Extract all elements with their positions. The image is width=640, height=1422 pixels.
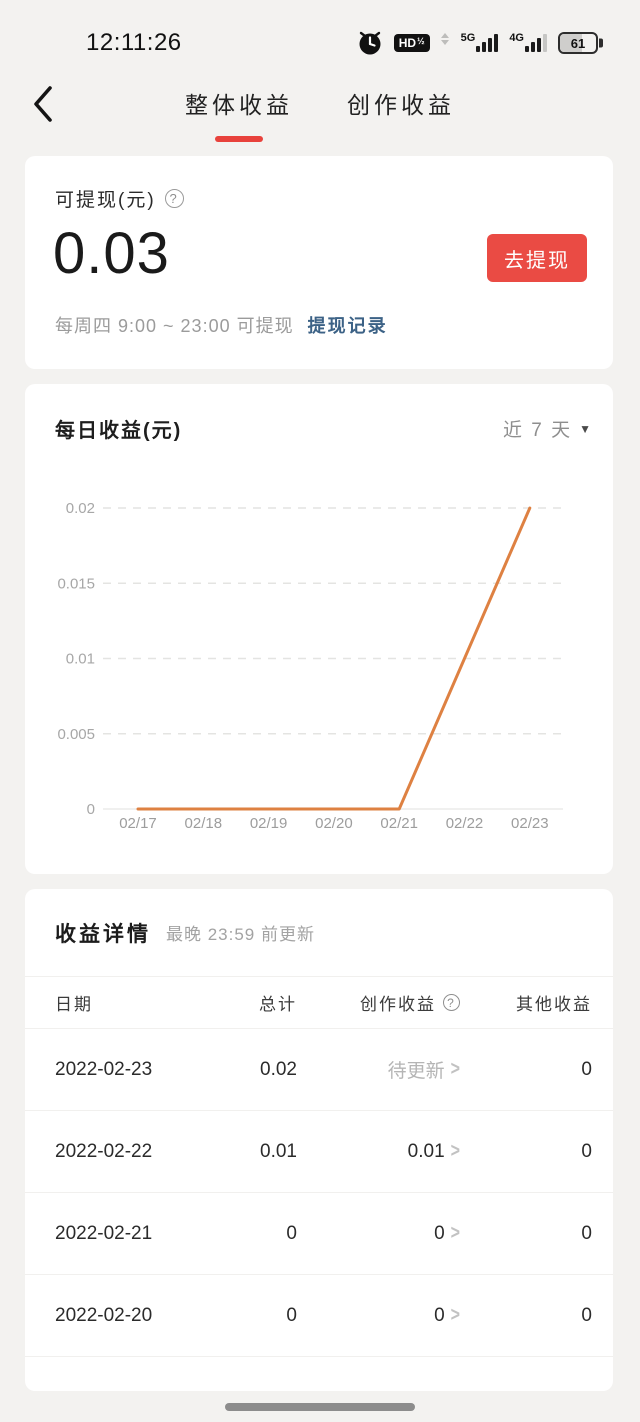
chart-xtick-label: 02/23 [511, 815, 549, 832]
back-button[interactable] [26, 82, 60, 126]
cell-creation-link[interactable]: 0 > [434, 1304, 460, 1326]
withdrawable-label-row: 可提现(元) ? [55, 185, 184, 212]
cell-total: 0 [286, 1304, 297, 1326]
chart-xtick-label: 02/18 [185, 815, 223, 832]
back-chevron-icon [34, 86, 52, 122]
active-tab-underline [215, 136, 263, 142]
table-row[interactable]: 2022-02-20 0 0 > 0 [25, 1275, 613, 1357]
chart-ytick-label: 0.015 [57, 575, 95, 592]
chart-ytick-label: 0.02 [66, 500, 95, 517]
chart-xtick-label: 02/17 [119, 815, 157, 832]
signal-4g-icon: 4G [509, 32, 547, 52]
col-header-total: 总计 [259, 995, 297, 1014]
cell-date: 2022-02-20 [55, 1304, 153, 1326]
cell-other: 0 [581, 1222, 592, 1244]
date-range-dropdown[interactable]: 近 7 天 ▼ [502, 420, 593, 441]
col-header-other: 其他收益 [516, 995, 592, 1014]
withdrawable-card: 可提现(元) ? 0.03 去提现 每周四 9:00 ~ 23:00 可提现 提… [25, 156, 613, 369]
clock-time: 12:11:26 [86, 29, 182, 56]
tab-overall-earnings[interactable]: 整体收益 [185, 72, 293, 142]
withdraw-note-row: 每周四 9:00 ~ 23:00 可提现 提现记录 [55, 312, 388, 338]
table-row[interactable]: 2022-02-21 0 0 > 0 [25, 1193, 613, 1275]
table-row[interactable]: 2022-02-23 0.02 待更新 > 0 [25, 1029, 613, 1111]
tab-bar: 整体收益 创作收益 [0, 72, 640, 142]
chart-title: 每日收益(元) [55, 420, 183, 442]
cell-date: 2022-02-23 [55, 1058, 153, 1080]
col-header-creation: 创作收益 ? [297, 990, 460, 1015]
withdrawable-amount: 0.03 [53, 221, 170, 286]
details-update-note: 最晚 23:59 前更新 [166, 925, 315, 944]
chart-xtick-label: 02/22 [446, 815, 484, 832]
chart-xtick-label: 02/19 [250, 815, 288, 832]
cell-creation-link[interactable]: 0 > [434, 1222, 460, 1244]
daily-earnings-card: 0 0.005 0.01 0.015 0.02 02/17 02/18 02/19 02/20 0… [25, 384, 613, 874]
signal-5g-icon: 5G [461, 32, 499, 52]
cell-creation-link[interactable]: 0.01 > [407, 1140, 460, 1162]
cell-date: 2022-02-22 [55, 1140, 153, 1162]
cell-date: 2022-02-21 [55, 1222, 153, 1244]
page-header: 整体收益 创作收益 [0, 72, 640, 146]
home-indicator[interactable] [225, 1403, 415, 1411]
chart-ytick-label: 0.005 [57, 726, 95, 743]
withdraw-button[interactable]: 去提现 [487, 234, 587, 282]
table-row[interactable]: 2022-02-22 0.01 0.01 > 0 [25, 1111, 613, 1193]
battery-percent: 61 [570, 35, 586, 51]
table-header-row: 日期 总计 创作收益 ? 其他收益 [25, 976, 613, 1029]
tab-creation-earnings[interactable]: 创作收益 [347, 92, 455, 118]
chevron-right-icon: > [450, 1304, 460, 1326]
daily-earnings-line-chart: 0 0.005 0.01 0.015 0.02 02/17 02/18 02/19 02/20 0… [57, 500, 563, 832]
chart-xtick-label: 02/21 [380, 815, 418, 832]
chart-ytick-label: 0.01 [66, 651, 95, 668]
chart-series-line [136, 506, 532, 811]
chevron-down-icon: ▼ [579, 421, 593, 436]
chevron-right-icon: > [450, 1222, 460, 1244]
hd-voice-icon: HD ½ [393, 34, 430, 52]
cell-creation-link[interactable]: 待更新 > [387, 1058, 460, 1082]
data-arrows-icon [440, 33, 449, 45]
cell-other: 0 [581, 1140, 592, 1162]
earnings-details-card: 收益详情 最晚 23:59 前更新 日期 总计 创作收益 ? 其他收益 2022… [25, 889, 613, 1391]
chart-header: 每日收益(元) 近 7 天 ▼ [55, 414, 593, 443]
cell-other: 0 [581, 1058, 592, 1080]
details-title: 收益详情 [55, 922, 151, 946]
help-icon[interactable]: ? [443, 994, 460, 1011]
cell-total: 0 [286, 1222, 297, 1244]
help-icon[interactable]: ? [164, 189, 184, 208]
battery-icon: 61 [558, 32, 603, 54]
details-title-row: 收益详情 最晚 23:59 前更新 [25, 889, 613, 976]
chevron-right-icon: > [450, 1140, 460, 1162]
withdraw-schedule-note: 每周四 9:00 ~ 23:00 可提现 [55, 316, 294, 336]
chart-xtick-label: 02/20 [315, 815, 353, 832]
col-header-date: 日期 [55, 995, 93, 1014]
chart-ytick-label: 0 [87, 801, 95, 818]
cell-other: 0 [581, 1304, 592, 1326]
chevron-right-icon: > [450, 1058, 460, 1080]
alarm-clock-icon [359, 31, 381, 55]
status-bar: 12:11:26 HD ½ 5G 4G [0, 0, 640, 72]
status-icons: HD ½ 5G 4G 61 [357, 30, 604, 56]
cell-total: 0.01 [260, 1140, 297, 1162]
withdrawable-label: 可提现(元) [55, 190, 156, 211]
table-body: 2022-02-23 0.02 待更新 >0 2022-02-22 0.01 0.01 >0 2… [25, 1029, 613, 1357]
cell-total: 0.02 [260, 1058, 297, 1080]
withdraw-history-link[interactable]: 提现记录 [307, 316, 388, 336]
